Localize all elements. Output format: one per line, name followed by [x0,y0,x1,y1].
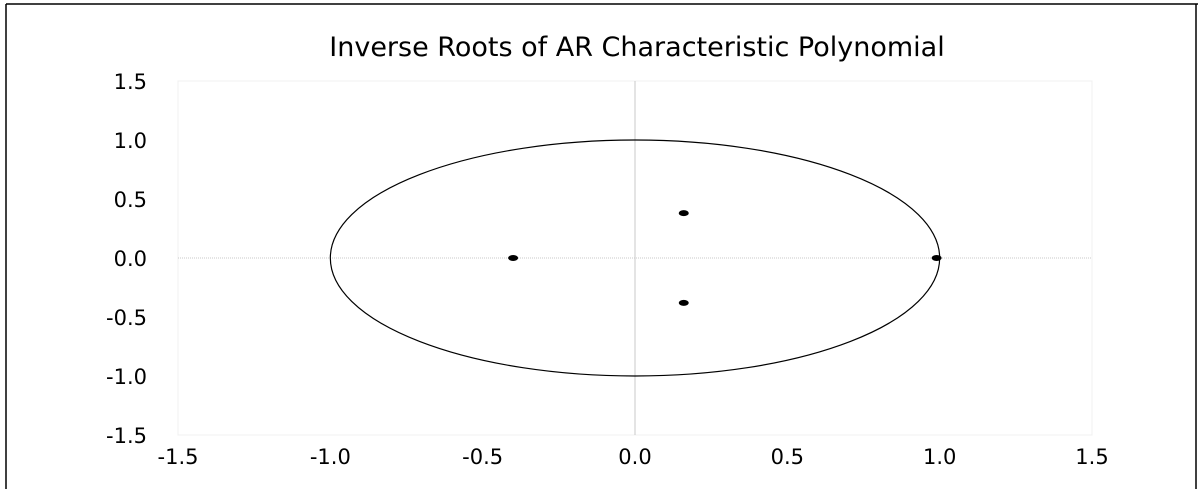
root-points [508,210,942,306]
y-tick-label: -1.5 [106,424,147,448]
root-point [678,299,689,306]
x-tick-label: -1.5 [158,445,199,469]
plot-area [177,80,1093,436]
y-tick-label: 1.0 [114,129,147,153]
x-tick-label: 1.5 [1075,445,1108,469]
y-axis-ticks: 1.5 1.0 0.5 0.0 -0.5 -1.0 -1.5 [106,70,147,448]
y-tick-label: -0.5 [106,306,147,330]
x-axis-ticks: -1.5 -1.0 -0.5 0.0 0.5 1.0 1.5 [158,445,1109,469]
y-tick-label: 1.5 [114,70,147,94]
root-point [931,255,942,261]
root-point [678,210,689,217]
x-tick-label: -1.0 [310,445,351,469]
y-tick-label: 0.0 [114,247,147,271]
chart-title: Inverse Roots of AR Characteristic Polyn… [329,32,944,63]
x-tick-label: 0.5 [771,445,804,469]
y-tick-label: 0.5 [114,188,147,212]
x-tick-label: 0.0 [618,445,651,469]
x-tick-label: 1.0 [923,445,956,469]
y-tick-label: -1.0 [106,365,147,389]
root-point [508,255,519,261]
x-tick-label: -0.5 [462,445,503,469]
